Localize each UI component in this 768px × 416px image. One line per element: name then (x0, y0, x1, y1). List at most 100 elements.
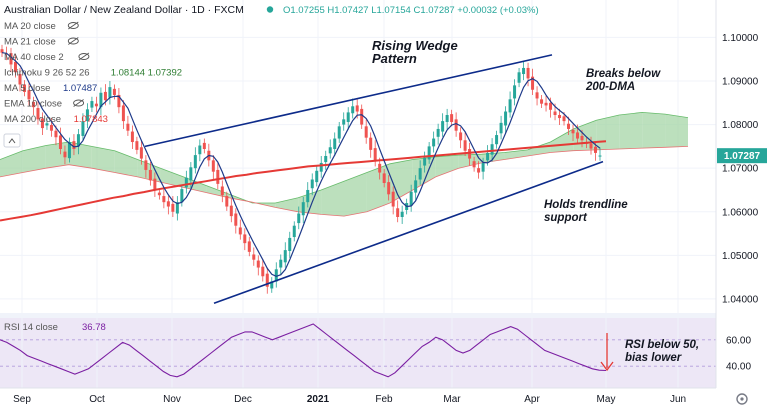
candle-body (283, 250, 287, 263)
symbol-title[interactable]: Australian Dollar / New Zealand Dollar ·… (4, 4, 244, 16)
legend-collapse-button[interactable] (3, 133, 21, 148)
last-price-badge-text: 1.07287 (724, 151, 761, 162)
price-tick: 1.04000 (722, 294, 759, 305)
time-axis[interactable] (0, 388, 768, 411)
candle-body (459, 132, 463, 141)
candle-body (481, 162, 485, 172)
candle-body (117, 94, 121, 108)
indicator-label[interactable]: Ichimoku 9 26 52 26 (4, 68, 90, 79)
annotation-holds-line1: Holds trendline (544, 199, 628, 211)
rsi-label[interactable]: RSI 14 close (4, 322, 58, 333)
candle-body (72, 141, 76, 150)
time-tick: Nov (163, 394, 181, 405)
candle-body (148, 169, 152, 181)
candle-body (193, 155, 197, 169)
rsi-line (0, 323, 607, 378)
wedge-lower-line[interactable] (213, 160, 604, 305)
candle-body (490, 144, 494, 155)
price-axis[interactable] (716, 0, 768, 411)
candle-body (486, 152, 490, 161)
candle-body (328, 147, 332, 154)
time-tick: Oct (89, 394, 105, 405)
candle-body (166, 201, 170, 207)
candle-body (472, 161, 476, 168)
candle-body (364, 126, 368, 138)
indicator-label[interactable]: MA 200 close (4, 114, 61, 125)
indicator-label[interactable]: MA 20 close (4, 21, 56, 32)
candle-body (495, 135, 499, 145)
candle-body (468, 149, 472, 159)
candle-body (594, 146, 598, 153)
candle-body (220, 186, 224, 196)
candle-body (40, 118, 44, 129)
candle-body (180, 189, 184, 203)
candle-body (153, 178, 157, 190)
cloud-segment (412, 156, 436, 190)
wedge-upper-line[interactable] (144, 54, 553, 148)
time-tick: Mar (443, 394, 461, 405)
candle-body (288, 237, 292, 251)
candle-body (94, 103, 98, 107)
candle-body (0, 49, 4, 53)
hidden-eye-icon[interactable] (67, 21, 79, 30)
candle-body (9, 53, 13, 65)
candle-body (477, 168, 481, 173)
candle-body (499, 122, 503, 134)
candle-body (517, 72, 521, 83)
candle-body (274, 269, 278, 282)
candle-body (256, 260, 260, 268)
candle-body (400, 211, 404, 217)
time-tick: Dec (234, 394, 252, 405)
candle-body (409, 191, 413, 206)
candle-body (130, 131, 134, 143)
candle-body (162, 196, 166, 203)
candle-body (342, 119, 346, 125)
candle-body (355, 105, 359, 112)
cloud-segment (596, 115, 620, 150)
panel-separator[interactable] (0, 313, 716, 318)
candle-body (378, 163, 382, 173)
time-tick: Sep (13, 394, 31, 405)
candle-body (526, 67, 530, 79)
candle-body (126, 123, 130, 131)
candle-body (576, 132, 580, 139)
candle-body (243, 234, 247, 244)
cloud-segment (0, 150, 23, 177)
candle-body (103, 91, 107, 101)
cloud-segment (642, 112, 666, 149)
rsi-panel[interactable] (0, 318, 716, 388)
indicator-label[interactable]: EMA 10 close (4, 99, 62, 110)
settings-icon[interactable] (736, 393, 748, 405)
hidden-eye-icon[interactable] (73, 99, 85, 107)
annotation-holds-line2: support (544, 212, 588, 224)
price-tick: 1.09000 (722, 77, 759, 88)
candle-body (319, 162, 323, 172)
candle-body (45, 123, 49, 126)
hidden-eye-icon[interactable] (67, 37, 79, 45)
candle-body (85, 109, 89, 122)
cloud-segment (435, 155, 459, 177)
market-status-icon (266, 6, 274, 13)
candle-body (81, 121, 85, 136)
legend-collapse-icon[interactable] (8, 138, 16, 144)
candle-body (432, 138, 436, 147)
price-tick: 1.06000 (722, 207, 759, 218)
candle-body (99, 92, 103, 108)
candle-body (202, 142, 206, 150)
rsi-axis-ticks: 60.00 40.00 (726, 335, 751, 372)
candle-body (540, 99, 544, 104)
candle-body (27, 90, 31, 100)
indicator-label[interactable]: MA 40 close 2 (4, 52, 64, 63)
cloud-segment (114, 150, 138, 177)
annotation-rsi-arrow (600, 333, 614, 372)
candle-body (216, 169, 220, 184)
indicator-label[interactable]: MA 21 close (4, 37, 56, 48)
price-tick: 1.10000 (722, 33, 759, 44)
candle-body (391, 191, 395, 207)
candle-body (157, 192, 161, 196)
candle-body (553, 111, 557, 116)
hidden-eye-icon[interactable] (78, 52, 90, 61)
rsi-tick: 60.00 (726, 335, 751, 346)
indicator-label[interactable]: MA 5 close (4, 83, 50, 94)
